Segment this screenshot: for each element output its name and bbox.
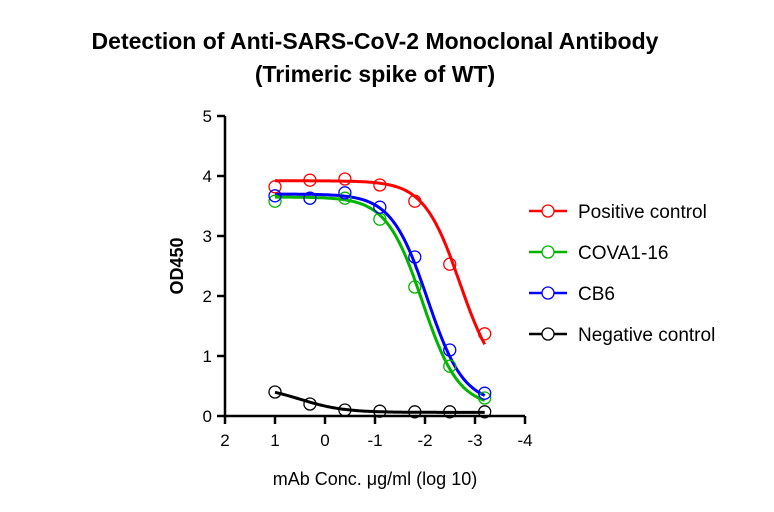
data-point: [338, 172, 352, 186]
legend-marker: [541, 286, 555, 300]
y-tick-label: 0: [203, 407, 212, 426]
legend-marker: [541, 327, 555, 341]
fit-curve-2: [274, 192, 486, 397]
data-point: [338, 403, 352, 417]
data-point: [268, 194, 282, 208]
data-points: [268, 172, 492, 419]
legend-marker: [541, 245, 555, 259]
legend-label: Positive control: [578, 202, 707, 223]
legend-marker: [541, 204, 555, 218]
data-point: [373, 404, 387, 418]
legend-label: CB6: [578, 284, 615, 305]
fit-curve-1: [275, 195, 486, 402]
data-point: [443, 405, 457, 419]
data-point: [373, 178, 387, 192]
legend: Positive control COVA1-16 CB6 Negative cont…: [529, 202, 715, 346]
data-point: [268, 189, 282, 203]
data-point: [268, 180, 282, 194]
data-point: [443, 343, 457, 357]
legend-label: COVA1-16: [578, 243, 668, 264]
data-point: [338, 186, 352, 200]
data-point: [338, 191, 352, 205]
data-point: [408, 250, 422, 264]
y-tick-label: 4: [203, 167, 212, 186]
data-point: [303, 191, 317, 205]
axes: 2 1 0 -1 -2 -3 -4 0 1 2 3 4 5: [203, 107, 533, 450]
fit-curve-3: [274, 390, 485, 414]
x-tick-label: 0: [320, 431, 329, 450]
legend-label: Negative control: [578, 325, 715, 346]
fit-curves: [274, 179, 487, 414]
y-tick-label: 3: [203, 227, 212, 246]
data-point: [408, 280, 422, 294]
x-tick-label: -4: [517, 431, 532, 450]
data-point: [478, 405, 492, 419]
data-point: [443, 359, 457, 373]
chart-subtitle: (Trimeric spike of WT): [255, 61, 495, 87]
data-point: [408, 194, 422, 208]
data-point: [443, 257, 457, 271]
x-tick-label: -2: [417, 431, 432, 450]
data-point: [408, 405, 422, 419]
y-tick-label: 1: [203, 347, 212, 366]
y-tick-label: 5: [203, 107, 212, 126]
data-point: [268, 385, 282, 399]
data-point: [478, 391, 492, 405]
data-point: [478, 327, 492, 341]
fit-curve-0: [275, 179, 487, 345]
x-tick-label: 1: [270, 431, 279, 450]
x-tick-label: 2: [220, 431, 229, 450]
data-point: [373, 200, 387, 214]
x-tick-label: -3: [467, 431, 482, 450]
y-axis-label: OD450: [167, 237, 187, 294]
chart-title: Detection of Anti-SARS-CoV-2 Monoclonal …: [92, 28, 659, 54]
data-point: [303, 397, 317, 411]
x-axis-label: mAb Conc. μg/ml (log 10): [273, 469, 477, 489]
data-point: [303, 173, 317, 187]
x-tick-label: -1: [367, 431, 382, 450]
y-tick-label: 2: [203, 287, 212, 306]
data-point: [478, 386, 492, 400]
